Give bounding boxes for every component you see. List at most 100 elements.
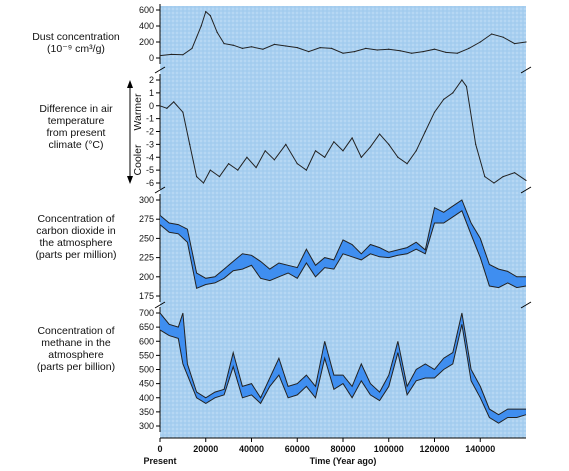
data-point: [502, 175, 504, 178]
x-tick-label: 140000: [465, 444, 495, 454]
data-point: [397, 156, 399, 158]
y-tick-label: 400: [139, 393, 154, 403]
data-point: [189, 143, 191, 145]
x-tick-label: 0: [157, 444, 162, 454]
data-point: [232, 44, 234, 46]
data-point: [525, 179, 527, 182]
panel-label-line: from present: [47, 127, 106, 139]
y-tick-label: 2: [149, 75, 154, 85]
y-tick-label: 275: [139, 214, 154, 224]
data-point: [369, 146, 372, 148]
data-point: [360, 156, 362, 158]
data-point: [246, 156, 248, 158]
y-tick-label: 550: [139, 350, 154, 360]
data-point: [415, 150, 417, 152]
y-tick-label: 225: [139, 253, 154, 263]
axis-break-mark: [154, 301, 166, 309]
data-point: [255, 166, 257, 169]
y-tick-label: -5: [146, 165, 154, 175]
plot-background: [160, 6, 526, 438]
y-tick-label: -1: [146, 114, 154, 124]
y-tick-label: 350: [139, 407, 154, 417]
panel-label-line: Difference in air: [39, 103, 113, 115]
data-point: [209, 15, 211, 17]
series-line-lower: [159, 324, 527, 424]
series-line-1: [159, 79, 527, 184]
x-tick-label: 20000: [193, 444, 218, 454]
data-point: [493, 182, 495, 184]
x-tick-label: 120000: [419, 444, 449, 454]
panel-label-line: methane in the: [41, 337, 111, 349]
data-point: [342, 150, 344, 152]
y-tick-label: 0: [149, 53, 154, 63]
y-tick-label: 400: [139, 21, 154, 31]
x-tick-label: 100000: [374, 444, 404, 454]
data-point: [223, 43, 225, 45]
y-tick-label: 300: [139, 421, 154, 431]
data-point: [273, 159, 275, 161]
axis-break-mark: [154, 66, 166, 74]
y-tick-label: -6: [146, 178, 154, 188]
data-point: [209, 169, 211, 171]
axis-break-mark: [154, 186, 166, 194]
data-point: [353, 51, 356, 53]
data-point: [461, 79, 463, 81]
data-point: [170, 53, 173, 56]
panel-label-line: Concentration of: [37, 213, 114, 225]
warmer-label: Warmer: [132, 93, 144, 130]
y-tick-label: 300: [139, 195, 154, 205]
data-point: [491, 33, 493, 35]
data-point: [333, 141, 335, 143]
y-tick-label: -3: [146, 139, 154, 149]
panel-label-line: atmosphere: [48, 349, 104, 361]
x-tick-label: 80000: [330, 444, 355, 454]
data-point: [379, 133, 381, 135]
data-point: [166, 107, 168, 109]
data-point: [264, 150, 266, 152]
data-point: [182, 54, 184, 56]
data-point: [296, 47, 298, 49]
y-tick-label: 450: [139, 379, 154, 389]
data-point: [525, 41, 527, 43]
cool-arrowhead-icon: [127, 176, 133, 184]
data-point: [250, 46, 253, 48]
data-point: [305, 169, 307, 171]
data-point: [502, 36, 504, 38]
data-point: [465, 85, 468, 88]
data-point: [324, 156, 326, 158]
panel-label-line: Concentration of: [37, 325, 114, 337]
data-point: [388, 48, 390, 50]
panel-label-line: carbon dioxide in: [36, 225, 116, 237]
axis-break-mark: [520, 66, 532, 74]
series-line-upper: [159, 199, 526, 279]
y-tick-label: 650: [139, 322, 154, 332]
data-point: [399, 50, 401, 52]
data-point: [202, 182, 205, 184]
data-point: [196, 175, 198, 178]
panel-label-line: (parts per million): [35, 249, 116, 261]
data-point: [159, 55, 161, 57]
data-point: [443, 98, 445, 100]
data-point: [342, 52, 344, 54]
uncertainty-band-3: [160, 313, 526, 424]
y-tick-label: -4: [146, 152, 154, 162]
y-tick-label: 700: [139, 308, 154, 318]
data-point: [433, 48, 436, 50]
data-point: [513, 43, 516, 45]
data-point: [479, 41, 481, 43]
data-point: [330, 47, 333, 50]
y-tick-label: 600: [139, 336, 154, 346]
data-point: [285, 143, 287, 145]
data-point: [422, 51, 424, 53]
data-point: [285, 45, 287, 47]
y-tick-label: 600: [139, 5, 154, 15]
data-point: [200, 25, 202, 27]
y-tick-label: 0: [149, 101, 154, 111]
warm-arrowhead-icon: [127, 80, 133, 88]
x-axis-title: Time (Year ago): [310, 456, 377, 466]
panel-label-line: the atmosphere: [40, 237, 113, 249]
panel-label-line: (10⁻⁹ cm³/g): [47, 43, 105, 55]
axis-break-mark: [520, 186, 532, 194]
series-line-0: [159, 10, 527, 57]
